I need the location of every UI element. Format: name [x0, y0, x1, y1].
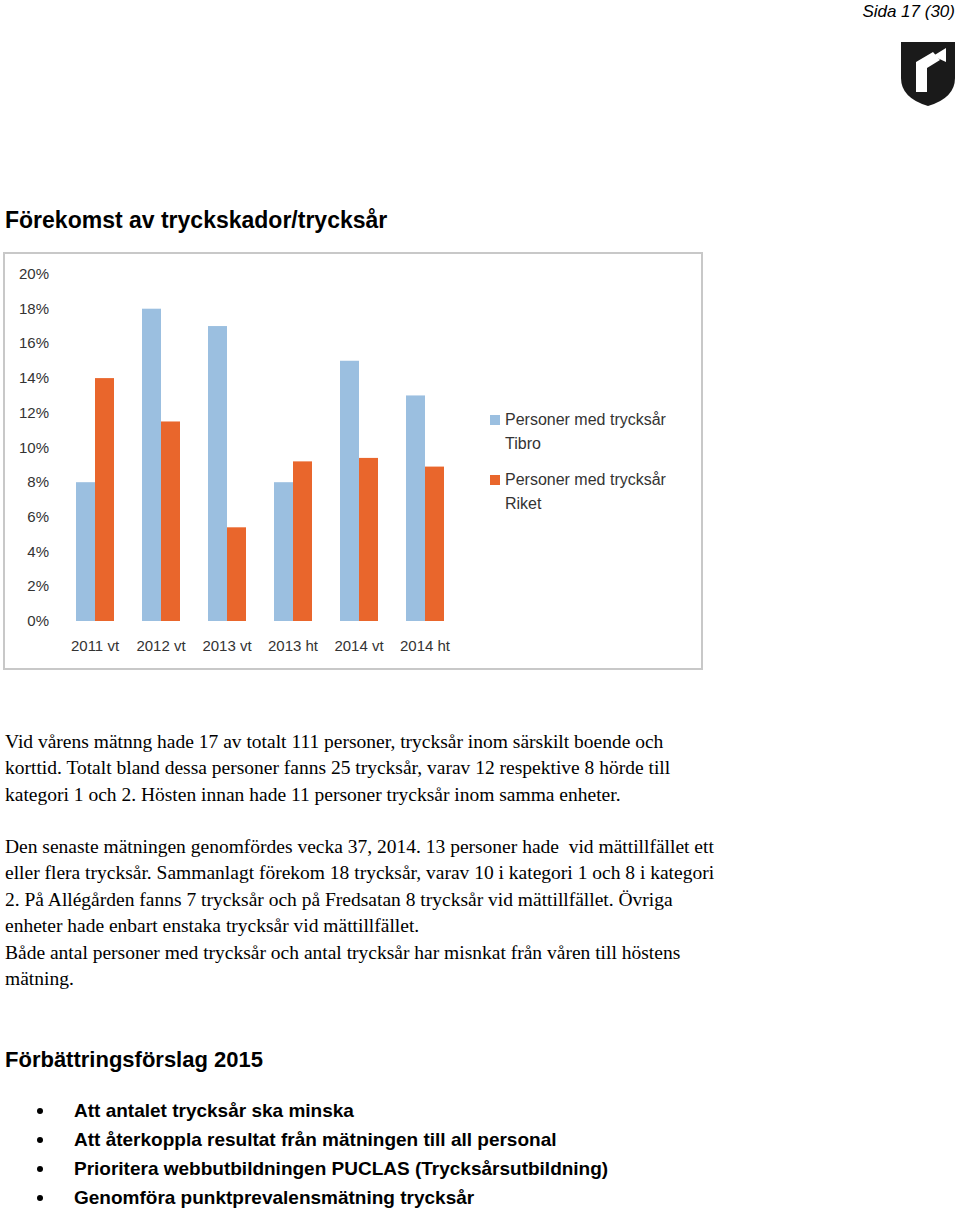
- legend-line: Personer med trycksår: [505, 471, 667, 488]
- bar: [227, 527, 246, 621]
- list-item: Prioritera webbutbildningen PUCLAS (Tryc…: [74, 1158, 608, 1179]
- y-tick: [59, 412, 62, 413]
- x-tick-label: 2014 ht: [400, 637, 451, 654]
- y-tick: [59, 378, 62, 379]
- bullet: [37, 1195, 43, 1201]
- x-tick-label: 2013 ht: [268, 637, 319, 654]
- section-heading: Förbättringsförslag 2015: [5, 1047, 263, 1072]
- list-item: Att antalet trycksår ska minska: [74, 1100, 354, 1121]
- bar: [76, 482, 95, 621]
- paragraph-line: kategori 1 och 2. Hösten innan hade 11 p…: [5, 784, 621, 805]
- y-tick: [59, 551, 62, 552]
- bar: [293, 461, 312, 621]
- x-tick-label: 2012 vt: [136, 637, 186, 654]
- paragraph-line: Både antal personer med trycksår och ant…: [5, 942, 680, 963]
- bar: [142, 309, 161, 621]
- legend-swatch: [490, 475, 500, 485]
- bar: [359, 458, 378, 621]
- y-tick: [59, 274, 62, 275]
- y-tick-label: 16%: [19, 334, 49, 351]
- y-tick: [59, 482, 62, 483]
- y-tick: [59, 516, 62, 517]
- y-tick-label: 10%: [19, 439, 49, 456]
- paragraph-line: 2. På Allégården fanns 7 trycksår och på…: [5, 889, 673, 910]
- y-tick-label: 6%: [27, 508, 49, 525]
- legend-swatch: [490, 415, 500, 425]
- bars: [76, 309, 444, 621]
- page-number: Sida 17 (30): [862, 2, 955, 21]
- chart-frame: [4, 253, 702, 669]
- x-tick-label: 2011 vt: [71, 637, 120, 654]
- y-tick-label: 8%: [27, 473, 49, 490]
- bar: [208, 326, 227, 621]
- bar: [340, 361, 359, 621]
- y-tick-label: 4%: [27, 543, 49, 560]
- paragraph-line: korttid. Totalt bland dessa personer fan…: [5, 757, 671, 778]
- bullet: [37, 1137, 43, 1143]
- paragraph-line: mätning.: [5, 968, 74, 989]
- y-tick: [59, 586, 62, 587]
- legend-line: Tibro: [505, 435, 541, 452]
- logo: [901, 42, 955, 106]
- bar: [274, 482, 293, 621]
- y-tick-label: 12%: [19, 404, 49, 421]
- legend-line: Personer med trycksår: [505, 411, 667, 428]
- y-tick-label: 2%: [27, 577, 49, 594]
- y-tick-label: 14%: [19, 369, 49, 386]
- logo-mark: [933, 48, 946, 62]
- list-item: Genomföra punktprevalensmätning trycksår: [74, 1187, 475, 1208]
- bar: [425, 467, 444, 621]
- y-tick: [59, 447, 62, 448]
- y-tick-label: 18%: [19, 300, 49, 317]
- x-tick-label: 2013 vt: [202, 637, 252, 654]
- paragraph-line: eller flera trycksår. Sammanlagt förekom…: [5, 862, 715, 883]
- x-tick-label: 2014 vt: [334, 637, 384, 654]
- logo-shield: [901, 42, 955, 106]
- bar: [161, 421, 180, 621]
- bar: [406, 395, 425, 621]
- y-tick: [59, 621, 62, 622]
- y-tick-label: 0%: [27, 612, 49, 629]
- paragraph-line: Den senaste mätningen genomfördes vecka …: [5, 836, 714, 857]
- page: Sida 17 (30) Förekomst av tryckskador/try…: [0, 0, 960, 1209]
- legend-line: Riket: [505, 495, 542, 512]
- y-tick: [59, 308, 62, 309]
- logo-mark: [916, 52, 940, 92]
- paragraph-line: Vid vårens mätnng hade 17 av totalt 111 …: [5, 731, 664, 752]
- y-tick: [59, 343, 62, 344]
- list-item: Att återkoppla resultat från mätningen t…: [74, 1129, 556, 1150]
- legend-label: Personer med trycksår Tibro: [505, 411, 667, 452]
- legend-label: Personer med trycksår Riket: [505, 471, 667, 512]
- y-tick-label: 20%: [19, 265, 49, 282]
- bullet: [37, 1108, 43, 1114]
- bar: [95, 378, 114, 621]
- chart-title: Förekomst av tryckskador/trycksår: [5, 207, 387, 233]
- bullet: [37, 1166, 43, 1172]
- paragraph-line: enheter hade enbart enstaka trycksår vid…: [5, 915, 419, 936]
